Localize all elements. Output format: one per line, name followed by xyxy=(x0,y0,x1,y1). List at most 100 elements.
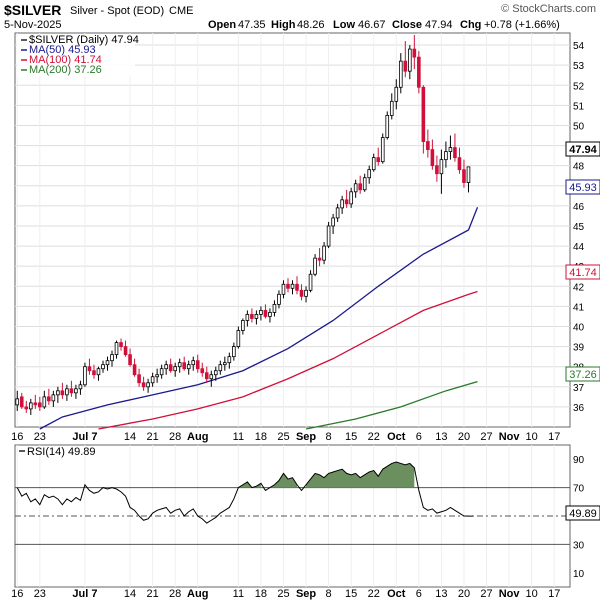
candle-body-93 xyxy=(435,165,439,175)
candle-body-24 xyxy=(123,346,128,356)
price-y-tick-39: 39 xyxy=(573,343,585,354)
price-candles xyxy=(15,35,471,415)
candle-body-84 xyxy=(394,86,399,102)
rsi-x-tick-21: 17 xyxy=(548,588,560,600)
candle-body-30 xyxy=(150,376,155,384)
candle-body-3 xyxy=(28,402,33,410)
close-label: Close xyxy=(392,19,422,31)
price-x-tick-3: 14 xyxy=(124,431,136,443)
exchange-label: CME xyxy=(169,5,193,17)
rsi-x-tick-14: Oct xyxy=(387,588,406,600)
rsi-x-tick-7: 11 xyxy=(233,588,244,600)
candle-body-2 xyxy=(24,406,29,410)
candle-body-68 xyxy=(322,245,326,261)
rsi-badge xyxy=(565,505,600,521)
high-label: High xyxy=(271,19,296,31)
symbol-title: $SILVER xyxy=(4,2,61,18)
rsi-x-tick-6: Aug xyxy=(187,588,208,600)
candle-body-97 xyxy=(453,147,457,159)
last-price-badge xyxy=(565,141,600,157)
price-x-tick-20: 10 xyxy=(526,431,538,443)
open-value: 47.35 xyxy=(238,19,266,31)
candle-body-79 xyxy=(371,157,376,171)
price-y-tick-37: 37 xyxy=(573,383,585,394)
ma200-badge-text: 37.26 xyxy=(569,369,597,381)
candle-body-60 xyxy=(286,283,290,289)
candle-body-44 xyxy=(213,370,218,376)
candle-body-69 xyxy=(326,225,331,247)
rsi-y-tick-30: 30 xyxy=(573,540,585,551)
price-panel-frame xyxy=(14,32,571,428)
rsi-fill-area-47 xyxy=(306,462,415,488)
candle-body-28 xyxy=(141,382,146,388)
candle-body-100 xyxy=(466,166,471,183)
rsi-legend: RSI(14) 49.89 xyxy=(19,446,95,458)
candle-body-58 xyxy=(277,293,281,305)
price-x-tick-1: 23 xyxy=(34,431,46,443)
candle-body-38 xyxy=(186,364,191,370)
price-x-tick-10: Sep xyxy=(296,431,316,443)
price-y-tick-50: 50 xyxy=(573,121,585,132)
candle-body-34 xyxy=(168,364,173,372)
price-x-tick-5: 28 xyxy=(169,431,181,443)
candle-body-83 xyxy=(389,100,394,116)
candle-body-72 xyxy=(340,199,344,209)
low-value: 46.67 xyxy=(358,19,386,31)
rsi-x-tick-16: 13 xyxy=(435,588,447,600)
candle-body-57 xyxy=(272,303,277,313)
price-x-axis: 16 23 Jul 7 14 21 28 Aug 11 18 25 Sep 8 15 22 Oct 6 13 20… xyxy=(11,431,560,443)
open-label: Open xyxy=(208,19,236,31)
price-y-tick-41: 41 xyxy=(573,302,585,313)
candle-body-87 xyxy=(408,48,412,72)
candle-body-64 xyxy=(304,289,308,297)
candle-body-66 xyxy=(313,257,317,275)
candle-body-90 xyxy=(421,86,426,142)
candle-body-52 xyxy=(250,314,254,319)
legend-price: $SILVER (Daily) 47.94 xyxy=(29,34,139,46)
rsi-x-tick-4: 21 xyxy=(146,588,158,600)
legend-background xyxy=(17,36,135,76)
rsi-x-tick-18: 27 xyxy=(480,588,492,600)
rsi-polyline xyxy=(16,461,473,524)
ma-line-2 xyxy=(305,380,478,430)
candle-body-39 xyxy=(191,360,196,366)
price-y-tick-45: 45 xyxy=(573,222,585,233)
price-y-tick-53: 53 xyxy=(573,61,585,72)
candle-body-40 xyxy=(195,360,200,370)
legend-ma50: MA(50) 45.93 xyxy=(29,44,96,56)
price-gridlines xyxy=(15,33,570,427)
rsi-x-tick-5: 28 xyxy=(169,588,181,600)
candle-body-22 xyxy=(114,342,119,356)
candle-body-89 xyxy=(417,56,421,88)
candle-body-96 xyxy=(448,147,453,153)
price-y-tick-54: 54 xyxy=(573,41,585,52)
rsi-x-tick-15: 6 xyxy=(416,588,422,600)
candle-body-23 xyxy=(119,342,123,347)
candle-body-21 xyxy=(110,354,114,362)
candle-body-12 xyxy=(69,388,74,394)
low-label: Low xyxy=(333,19,355,31)
candle-body-55 xyxy=(263,310,268,317)
candle-body-75 xyxy=(353,183,358,193)
candle-body-73 xyxy=(344,199,349,205)
legend-ma100: MA(100) 41.74 xyxy=(29,54,102,66)
candle-body-16 xyxy=(87,366,92,372)
rsi-y-tick-70: 70 xyxy=(573,484,585,495)
candle-body-98 xyxy=(457,157,462,171)
candle-body-80 xyxy=(376,157,381,163)
candle-body-31 xyxy=(155,374,159,378)
candle-body-8 xyxy=(51,394,56,402)
candle-body-48 xyxy=(232,346,236,358)
last-price-badge-text: 47.94 xyxy=(569,144,597,156)
candle-body-95 xyxy=(444,151,448,161)
rsi-fill-area-46 xyxy=(269,473,298,488)
rsi-x-tick-20: 10 xyxy=(526,588,538,600)
rsi-x-tick-11: 8 xyxy=(326,588,332,600)
candle-body-82 xyxy=(385,115,390,138)
candle-body-91 xyxy=(426,141,430,150)
candle-body-7 xyxy=(47,396,51,402)
rsi-x-tick-17: 20 xyxy=(458,588,470,600)
price-y-tick-52: 52 xyxy=(573,81,585,92)
candle-body-0 xyxy=(15,398,20,406)
ma-line-1 xyxy=(98,290,478,430)
